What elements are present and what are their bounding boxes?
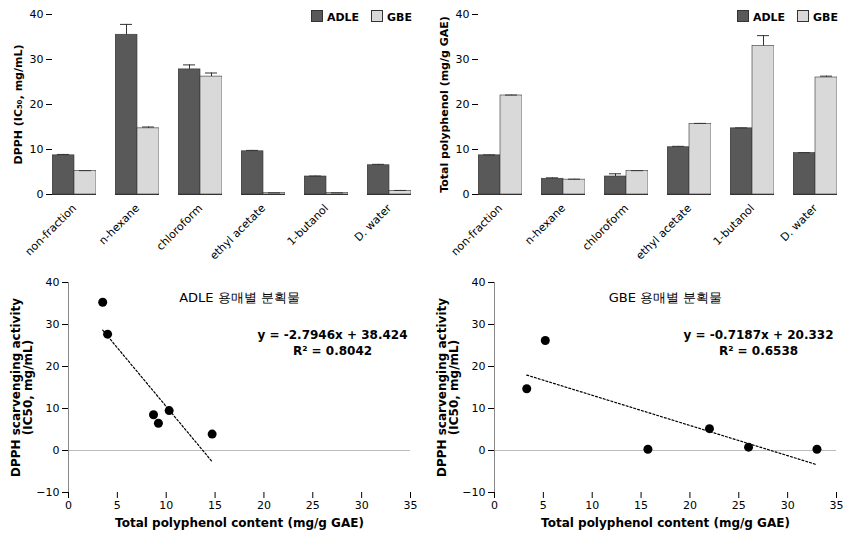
svg-text:30: 30	[456, 53, 470, 66]
svg-text:40: 40	[456, 8, 470, 21]
svg-text:20: 20	[683, 499, 697, 512]
svg-text:non-fraction: non-fraction	[23, 202, 80, 259]
html-text:GBE: GBE	[387, 11, 412, 24]
svg-text:−10: −10	[462, 486, 485, 499]
svg-text:10: 10	[46, 402, 60, 415]
svg-text:35: 35	[830, 499, 844, 512]
svg-text:ADLE 용매별 분획물: ADLE 용매별 분획물	[179, 290, 300, 305]
svg-text:20: 20	[472, 360, 486, 373]
svg-text:D. water: D. water	[778, 201, 821, 244]
svg-text:40: 40	[30, 8, 44, 21]
svg-text:n-hexane: n-hexane	[97, 202, 143, 248]
svg-text:30: 30	[781, 499, 795, 512]
svg-text:20: 20	[46, 360, 60, 373]
html-text:GBE: GBE	[813, 11, 838, 24]
svg-text:0: 0	[37, 188, 44, 201]
svg-text:15: 15	[634, 499, 648, 512]
svg-text:y = -2.7946x + 38.424: y = -2.7946x + 38.424	[258, 328, 408, 342]
svg-text:0: 0	[65, 499, 72, 512]
svg-text:ethyl acetate: ethyl acetate	[207, 202, 268, 263]
svg-text:25: 25	[732, 499, 746, 512]
svg-text:15: 15	[208, 499, 222, 512]
svg-text:DPPH (IC₅₀, mg/mL): DPPH (IC₅₀, mg/mL)	[12, 45, 25, 165]
svg-text:chloroform: chloroform	[154, 202, 205, 253]
svg-text:10: 10	[30, 143, 44, 156]
svg-text:30: 30	[355, 499, 369, 512]
svg-text:10: 10	[585, 499, 599, 512]
svg-text:1-butanol: 1-butanol	[711, 202, 757, 248]
svg-text:chloroform: chloroform	[580, 202, 631, 253]
svg-text:0: 0	[479, 444, 486, 457]
svg-text:20: 20	[456, 98, 470, 111]
svg-text:R² = 0.6538: R² = 0.6538	[719, 344, 798, 358]
html-text:ADLE: ADLE	[326, 11, 360, 24]
svg-text:0: 0	[53, 444, 60, 457]
svg-text:30: 30	[30, 53, 44, 66]
svg-text:20: 20	[257, 499, 271, 512]
svg-text:GBE 용매별 분획물: GBE 용매별 분획물	[609, 290, 722, 305]
svg-text:0: 0	[463, 188, 470, 201]
svg-text:1-butanol: 1-butanol	[285, 202, 331, 248]
svg-text:n-hexane: n-hexane	[523, 202, 569, 248]
svg-text:10: 10	[159, 499, 173, 512]
svg-text:10: 10	[472, 402, 486, 415]
svg-text:5: 5	[540, 499, 547, 512]
svg-text:10: 10	[456, 143, 470, 156]
svg-text:Total polyphenol content (mg/g: Total polyphenol content (mg/g GAE)	[541, 516, 790, 530]
svg-text:35: 35	[404, 499, 418, 512]
svg-text:Total polyphenol content (mg/g: Total polyphenol content (mg/g GAE)	[115, 516, 364, 530]
svg-text:40: 40	[46, 276, 60, 289]
svg-text:DPPH scarvenging activity(IC50: DPPH scarvenging activity(IC50, mg/mL)	[435, 298, 461, 477]
svg-text:R² = 0.8042: R² = 0.8042	[293, 344, 372, 358]
svg-text:ethyl acetate: ethyl acetate	[633, 202, 694, 263]
svg-text:DPPH scarvenging activity(IC50: DPPH scarvenging activity(IC50, mg/mL)	[9, 298, 35, 477]
svg-text:−10: −10	[36, 486, 59, 499]
svg-text:D. water: D. water	[352, 201, 395, 244]
svg-text:0: 0	[491, 499, 498, 512]
html-text:ADLE: ADLE	[752, 11, 786, 24]
svg-text:20: 20	[30, 98, 44, 111]
svg-text:40: 40	[472, 276, 486, 289]
svg-text:25: 25	[306, 499, 320, 512]
svg-text:non-fraction: non-fraction	[449, 202, 506, 259]
svg-text:5: 5	[114, 499, 121, 512]
svg-text:Total polyphenol (mg/g GAE): Total polyphenol (mg/g GAE)	[438, 16, 451, 193]
svg-text:y = -0.7187x + 20.332: y = -0.7187x + 20.332	[684, 328, 834, 342]
svg-text:30: 30	[46, 318, 60, 331]
svg-text:30: 30	[472, 318, 486, 331]
